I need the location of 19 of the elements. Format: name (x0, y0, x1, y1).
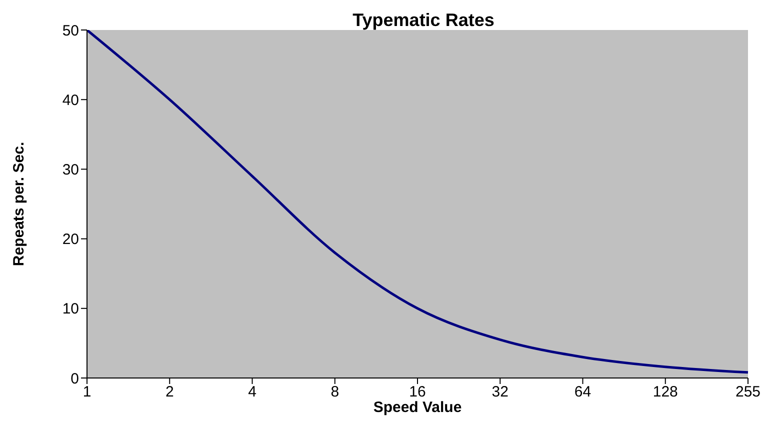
x-tick-label: 32 (492, 384, 508, 401)
x-tick-label: 16 (409, 384, 426, 401)
y-tick-label: 50 (62, 22, 79, 40)
x-axis-title: Speed Value (373, 399, 462, 416)
x-tick-label: 255 (735, 384, 761, 401)
x-tick-label: 8 (330, 384, 340, 401)
x-tick-label: 2 (165, 384, 174, 401)
y-tick-label: 30 (62, 162, 79, 179)
y-tick-label: 0 (70, 370, 79, 388)
y-axis-title: Repeats per. Sec. (10, 142, 28, 266)
y-tick-label: 10 (62, 300, 79, 318)
x-tick-label: 1 (82, 384, 92, 401)
x-tick-label: 4 (248, 384, 256, 401)
x-tick-label: 128 (652, 384, 678, 401)
y-tick-label: 20 (62, 231, 79, 248)
line-series (86, 30, 750, 374)
y-tick-label: 40 (62, 92, 79, 109)
chart-title: Typematic Rates (352, 10, 496, 31)
x-tick-label: 64 (574, 384, 592, 401)
